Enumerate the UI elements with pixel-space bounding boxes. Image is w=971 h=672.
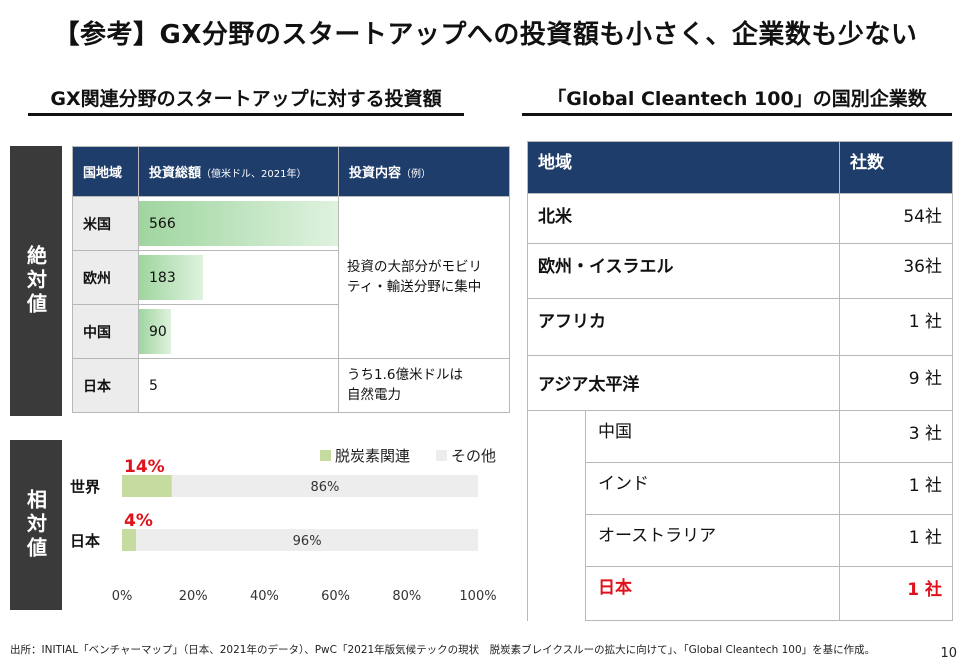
data-label-other-1: 96% — [293, 534, 322, 549]
row-label-us: 米国 — [72, 196, 139, 251]
category-label-1: 日本 — [70, 532, 100, 550]
row-label-eu: 欧州 — [72, 250, 139, 305]
ct-count-af: 1 社 — [839, 298, 953, 356]
ct-sub-count-in: 1 社 — [839, 462, 953, 515]
left-heading: GX関連分野のスタートアップに対する投資額 — [50, 88, 442, 110]
amount-cell-jp: 5 — [138, 358, 339, 413]
table-row: アフリカ 1 社 — [527, 298, 953, 356]
legend-label-0: 脱炭素関連 — [335, 447, 410, 465]
bar-1-1 — [136, 529, 478, 551]
ct-sub-region-cn: 中国 — [585, 410, 840, 463]
ct-count-eu: 36社 — [839, 243, 953, 299]
amount-value-eu: 183 — [149, 269, 176, 286]
left-heading-underline — [28, 113, 464, 116]
legend-swatch-0 — [320, 450, 331, 461]
table-row: 欧州 183 — [72, 250, 510, 305]
data-label-other-0: 86% — [310, 480, 339, 495]
row-label-cn: 中国 — [72, 304, 139, 359]
ct-count-apac: 9 社 — [839, 355, 953, 411]
amount-value-jp: 5 — [149, 377, 158, 394]
ct-sub-region-jp: 日本 — [585, 566, 840, 621]
ct-sub-region-au: オーストラリア — [585, 514, 840, 567]
col-header-content: 投資内容（例） — [338, 146, 510, 197]
bar-1-0 — [171, 475, 478, 497]
content-desc-main: 投資の大部分がモビリ ティ・輸送分野に集中 — [338, 196, 510, 359]
col-header-region: 国地域 — [72, 146, 139, 197]
bar-0-1 — [122, 529, 137, 551]
x-tick-label-5: 100% — [459, 589, 496, 604]
x-tick-label-3: 60% — [321, 589, 350, 604]
table-row: 中国 3 社 — [527, 410, 953, 621]
source-note: 出所：INITIAL「ベンチャーマップ」（日本、2021年のデータ）、PwC「2… — [10, 644, 876, 656]
bar-0-0 — [122, 475, 172, 497]
table-row: 日本 1 社 — [528, 566, 953, 621]
amount-cell-us: 566 — [138, 196, 339, 251]
table-row: 欧州・イスラエル 36社 — [527, 243, 953, 299]
ct-sub-count-jp: 1 社 — [839, 566, 953, 621]
relative-value-label: 相対値 — [10, 440, 62, 610]
ct-count-na: 54社 — [839, 193, 953, 244]
data-label-decarb-0: 14% — [124, 457, 165, 477]
legend-label-1: その他 — [451, 447, 496, 465]
right-heading: 「Global Cleantech 100」の国別企業数 — [547, 88, 927, 110]
amount-bar-eu — [139, 255, 204, 300]
table-row: オーストラリア 1 社 — [528, 514, 953, 567]
page-number: 10 — [940, 646, 957, 661]
ct-region-af: アフリカ — [527, 298, 840, 356]
x-tick-label-2: 40% — [250, 589, 279, 604]
ct-col-header-count: 社数 — [839, 141, 953, 194]
data-label-decarb-1: 4% — [124, 511, 153, 531]
legend-swatch-1 — [436, 450, 447, 461]
category-label-0: 世界 — [70, 478, 100, 496]
table-row: 米国 566 投資の大部分がモビリ ティ・輸送分野に集中 — [72, 196, 510, 359]
amount-cell-cn: 90 — [138, 304, 339, 359]
ct-sub-count-cn: 3 社 — [839, 410, 953, 463]
row-label-jp: 日本 — [72, 358, 139, 413]
col-header-amount: 投資総額（億米ドル、2021年） — [138, 146, 339, 197]
cleantech-table: 地域 社数 北米 54社 欧州・イスラエル 36社 アフリカ 1 社 アジア太平… — [527, 141, 953, 621]
x-tick-label-1: 20% — [179, 589, 208, 604]
ct-region-apac: アジア太平洋 — [527, 355, 840, 411]
right-heading-underline — [522, 113, 952, 116]
absolute-value-label: 絶対値 — [10, 146, 62, 416]
table-row: 日本 5 うち1.6億米ドルは 自然電力 — [72, 358, 510, 413]
table-row: 北米 54社 — [527, 193, 953, 244]
x-tick-label-0: 0% — [112, 589, 133, 604]
table-row: アジア太平洋 9 社 — [527, 355, 953, 411]
ct-sub-count-au: 1 社 — [839, 514, 953, 567]
ct-sub-region-in: インド — [585, 462, 840, 515]
content-desc-japan: うち1.6億米ドルは 自然電力 — [338, 358, 510, 413]
amount-bar-cn — [139, 309, 171, 354]
table-row: インド 1 社 — [528, 462, 953, 515]
ct-region-na: 北米 — [527, 193, 840, 244]
ct-col-header-region: 地域 — [527, 141, 840, 194]
investment-table: 国地域 投資総額（億米ドル、2021年） 投資内容（例） 米国 566 投資の大… — [72, 146, 510, 413]
amount-value-us: 566 — [149, 215, 176, 232]
ct-region-eu: 欧州・イスラエル — [527, 243, 840, 299]
table-row: 中国 90 — [72, 304, 510, 359]
amount-bar-us — [139, 201, 338, 246]
page-title: 【参考】GX分野のスタートアップへの投資額も小さく、企業数も少ない — [53, 20, 918, 50]
amount-value-cn: 90 — [149, 323, 167, 340]
amount-cell-eu: 183 — [138, 250, 339, 305]
x-tick-label-4: 80% — [392, 589, 421, 604]
ct-indent — [527, 410, 586, 621]
